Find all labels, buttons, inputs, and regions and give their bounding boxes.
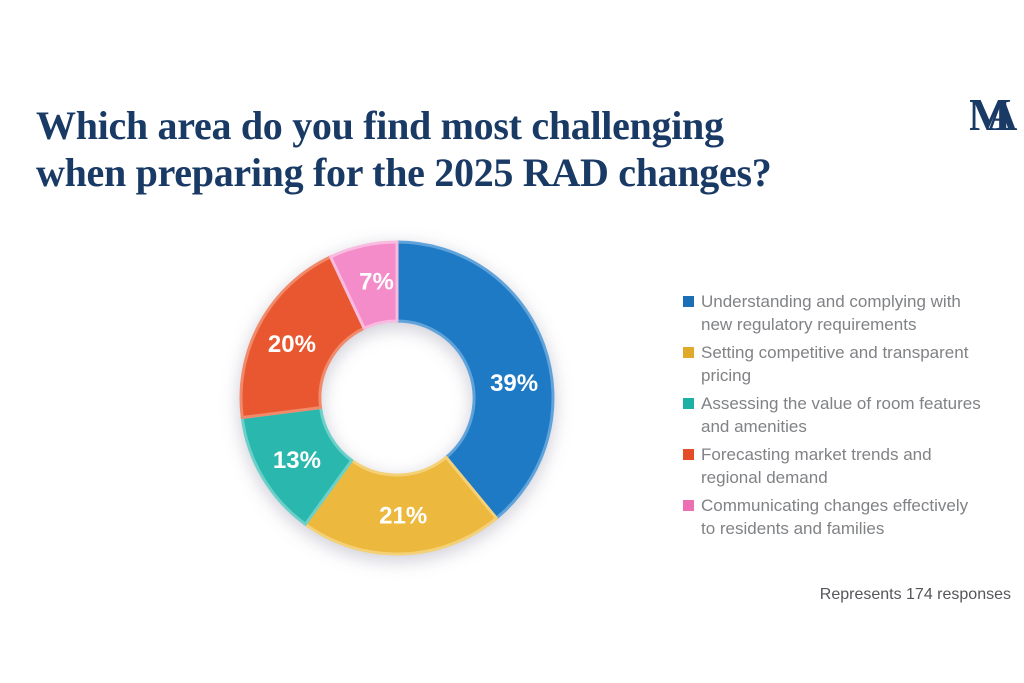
legend-marker-icon (683, 500, 694, 511)
monogram-icon: M A (968, 89, 1018, 140)
slice-label: 13% (273, 447, 321, 474)
donut-slice (329, 240, 399, 330)
legend-item-label: Communicating changes effectively to resi… (701, 496, 969, 538)
slice-label: 21% (379, 502, 427, 529)
legend-item: Communicating changes effectively to resi… (683, 492, 1023, 540)
legend-item-label: Understanding and complying with new regu… (701, 292, 961, 334)
legend-marker-icon (683, 449, 694, 460)
donut-chart-area: 39% 21% 13% 20% 7% (232, 233, 562, 563)
legend-item: Assessing the value of room features and … (683, 390, 1023, 438)
legend-item: Setting competitive and transparent prici… (683, 339, 1023, 387)
donut-slice (303, 455, 498, 556)
brand-monogram-logo: M A (968, 89, 1022, 140)
donut-slice (239, 255, 366, 420)
legend-marker-icon (683, 296, 694, 307)
legend-item: Forecasting market trends and regional de… (683, 441, 1023, 489)
logo-letter-a: A (987, 94, 1018, 138)
donut-chart: 39% 21% 13% 20% 7% (239, 240, 555, 556)
legend-marker-icon (683, 347, 694, 358)
footnote: Represents 174 responses (819, 586, 1011, 603)
legend-item-label: Forecasting market trends and regional de… (701, 445, 932, 487)
slice-label: 7% (359, 268, 394, 295)
slice-label: 20% (268, 331, 316, 358)
logo-letter-m: M (970, 92, 1011, 138)
page-title-line-2: when preparing for the 2025 RAD changes? (36, 150, 772, 195)
legend-item-label: Setting competitive and transparent prici… (701, 343, 969, 385)
chart-legend: Understanding and complying with new regu… (683, 288, 1023, 543)
donut-slice (395, 240, 555, 520)
legend-item-label: Assessing the value of room features and … (701, 394, 981, 436)
page-title-line-1: Which area do you find most challenging (36, 103, 724, 148)
slice-label: 39% (490, 370, 538, 397)
legend-marker-icon (683, 398, 694, 409)
legend-item: Understanding and complying with new regu… (683, 288, 1023, 336)
page-title: Which area do you find most challenging … (36, 102, 988, 196)
